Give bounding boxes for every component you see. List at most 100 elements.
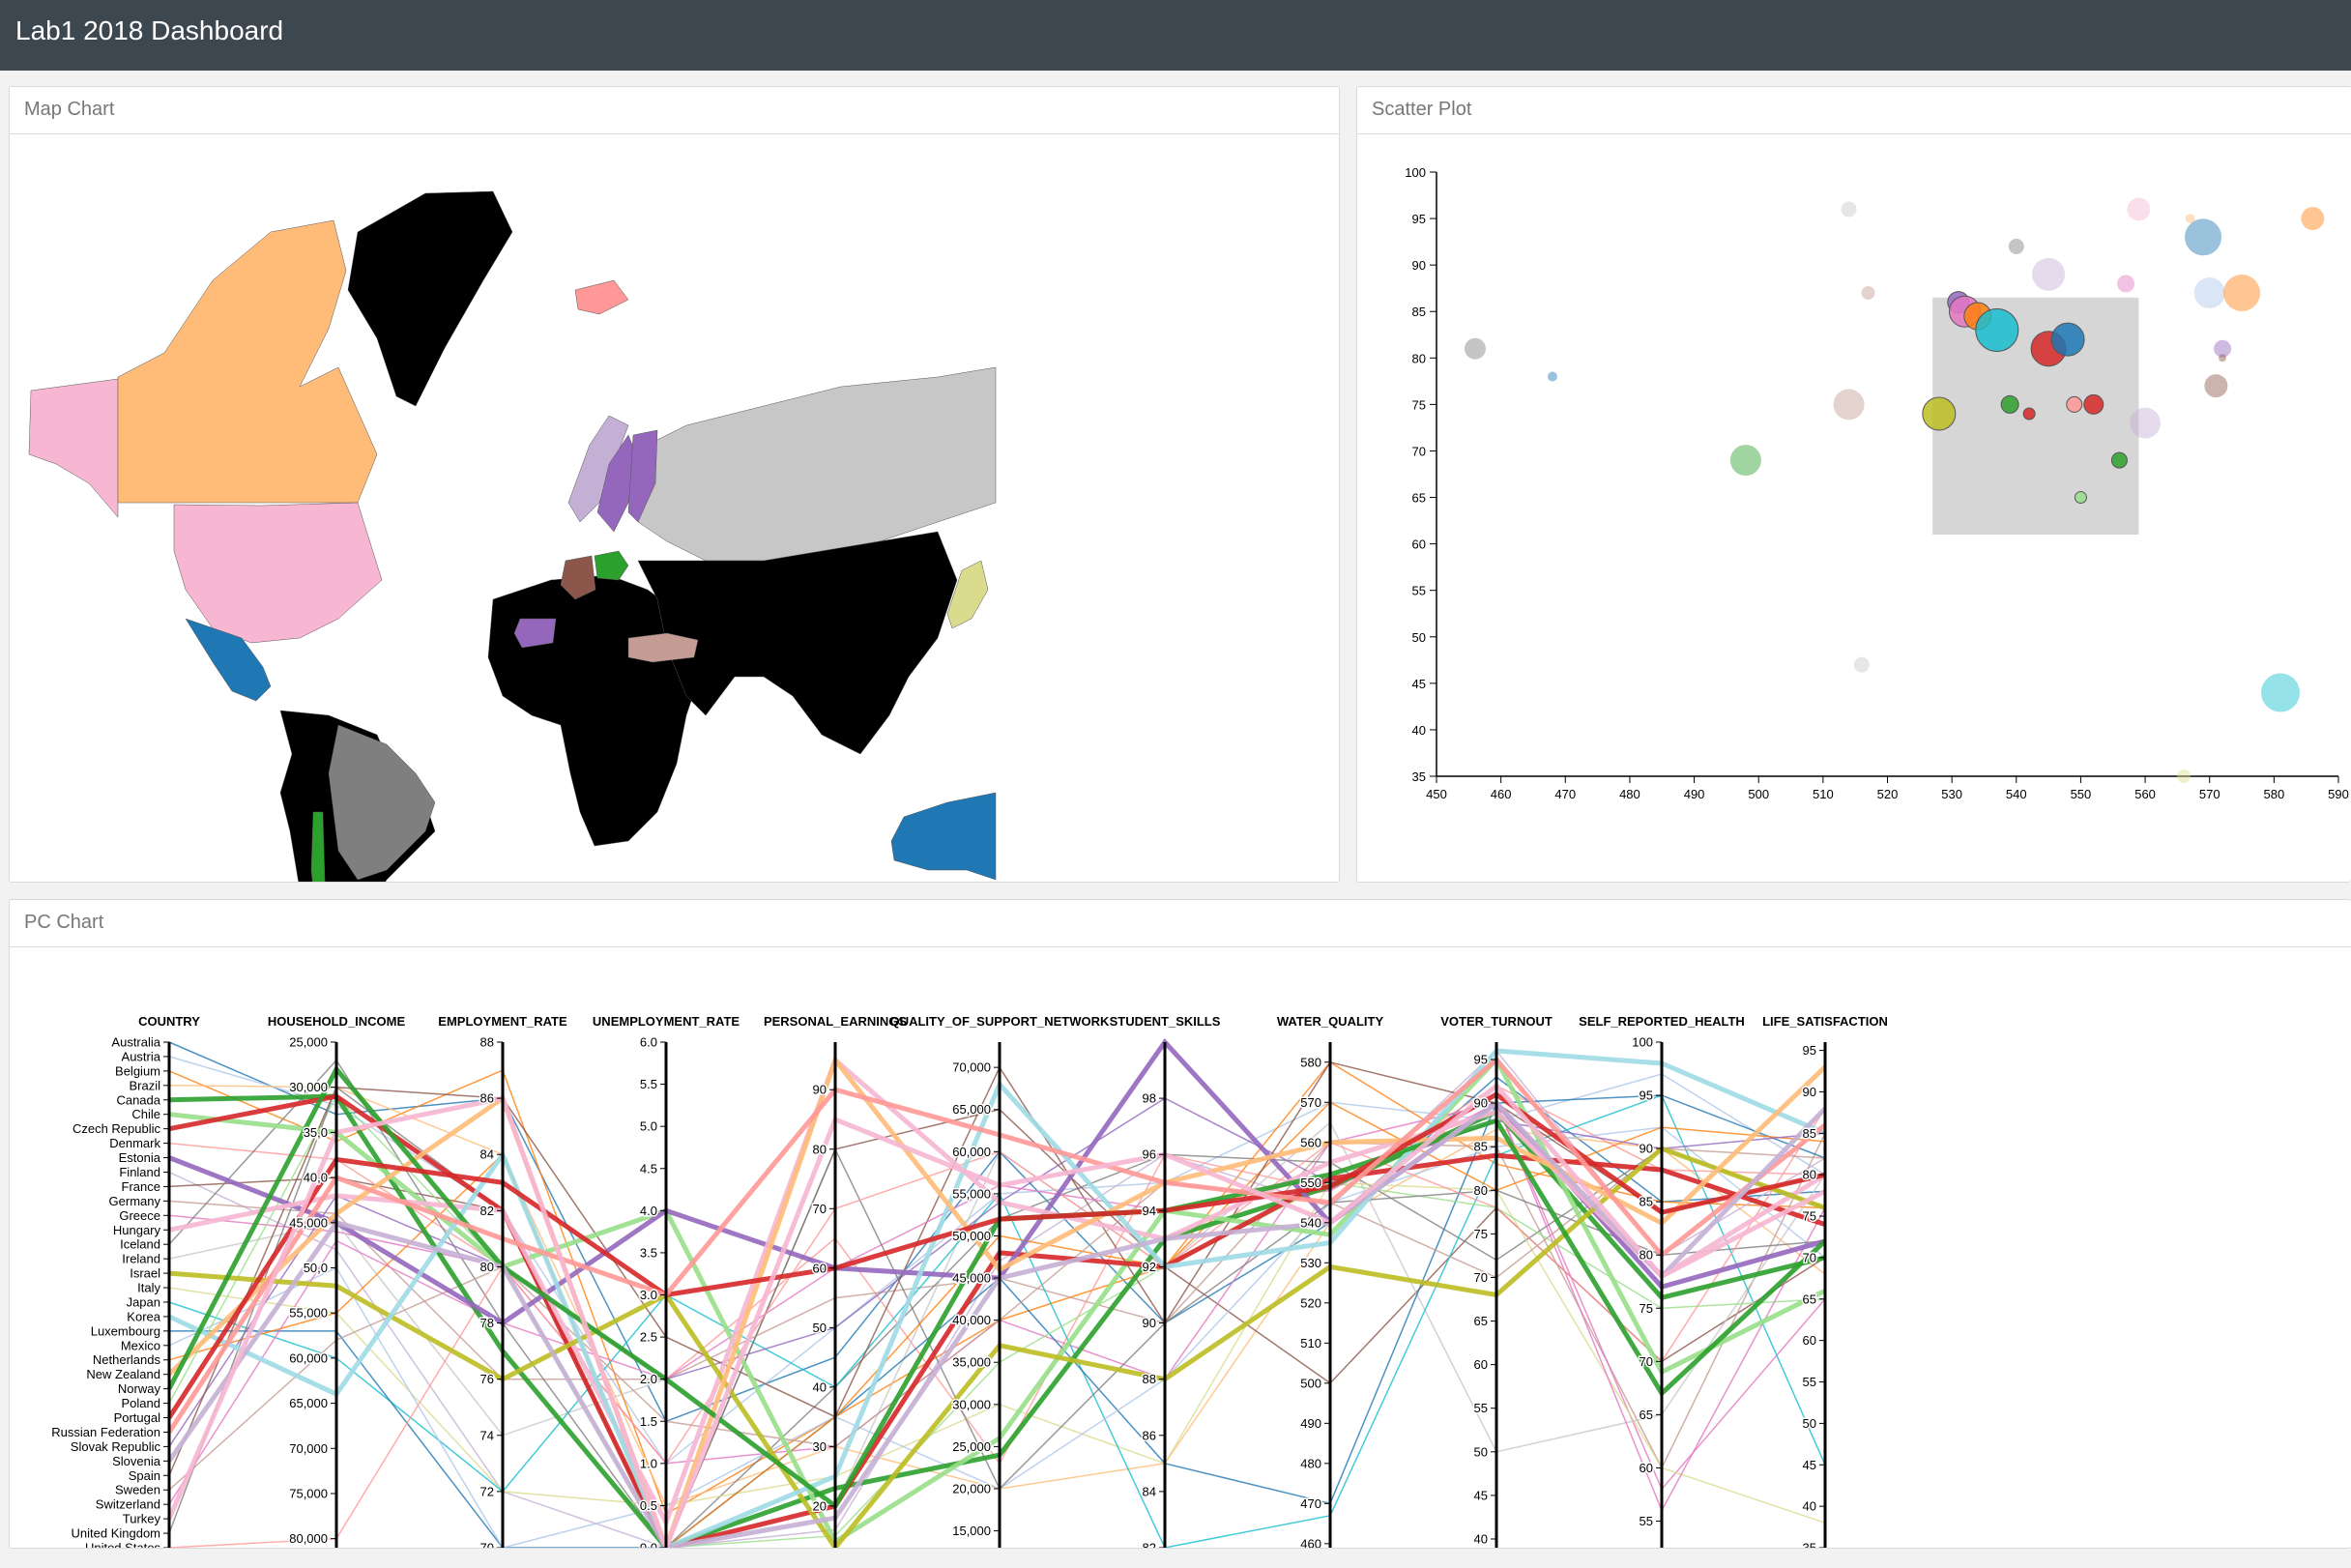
map-region-canada[interactable] xyxy=(117,219,378,504)
pc-tick-label: 96 xyxy=(1143,1147,1156,1162)
map-region-finland[interactable] xyxy=(627,429,658,523)
app-title[interactable]: Lab1 2018 Dashboard xyxy=(15,15,284,45)
scatter-point[interactable] xyxy=(2022,407,2036,421)
pc-tick-label: 82 xyxy=(480,1204,494,1218)
pc-axis[interactable]: EMPLOYMENT_RATE 70 72 74 76 78 80 82 84 86 88 xyxy=(438,1014,567,1549)
scatter-point[interactable] xyxy=(2000,394,2019,414)
pc-tick-label: 82 xyxy=(1143,1541,1156,1550)
scatter-point[interactable] xyxy=(2185,214,2195,224)
pc-tick-label: Italy xyxy=(137,1281,160,1295)
scatter-point[interactable] xyxy=(2177,769,2191,783)
pc-axis[interactable]: PERSONAL_EARNINGS 20 30 40 50 60 70 80 90 xyxy=(764,1014,907,1548)
scatter-point[interactable] xyxy=(2110,451,2128,469)
pc-axis[interactable]: WATER_QUALITY 460 470 480 490 500 510 520 530 540… xyxy=(1277,1014,1384,1549)
pc-axis[interactable]: HOUSEHOLD_INCOME 25,000 30,000 35,0 40,0 45,0… xyxy=(268,1014,406,1548)
pc-tick-label: 70,000 xyxy=(289,1441,328,1456)
scatter-point[interactable] xyxy=(2214,339,2232,358)
pc-tick-label: 65 xyxy=(1474,1314,1488,1328)
scatter-brush-selection[interactable] xyxy=(1932,297,2139,535)
scatter-point[interactable] xyxy=(1547,371,1557,382)
scatter-point[interactable] xyxy=(2032,257,2066,291)
map-region-australia[interactable] xyxy=(890,792,997,881)
scatter-point[interactable] xyxy=(1861,286,1875,300)
scatter-panel-header: Scatter Plot xyxy=(1357,87,2351,134)
pc-axis-title: COUNTRY xyxy=(138,1014,200,1029)
pc-tick-label: Greece xyxy=(119,1208,160,1223)
pc-axis[interactable]: QUALITY_OF_SUPPORT_NETWORK 15,000 20,000 25… xyxy=(890,1014,1110,1548)
pc-tick-label: 85 xyxy=(1640,1195,1653,1209)
scatter-point[interactable] xyxy=(1464,337,1486,360)
scatter-x-tick-label: 500 xyxy=(1748,787,1769,801)
pc-tick-label: 490 xyxy=(1300,1416,1321,1431)
scatter-point[interactable] xyxy=(1841,201,1857,218)
pc-axis[interactable]: COUNTRY AustraliaAustriaBelgiumBrazilCana… xyxy=(51,1014,200,1549)
scatter-point[interactable] xyxy=(2066,395,2083,413)
pc-tick-label: 70,000 xyxy=(952,1060,991,1075)
map-region-chile[interactable] xyxy=(310,811,334,883)
scatter-point[interactable] xyxy=(2083,393,2104,415)
scatter-point[interactable] xyxy=(1853,656,1870,673)
scatter-point[interactable] xyxy=(2204,374,2228,398)
scatter-point[interactable] xyxy=(2185,218,2222,256)
scatter-points xyxy=(1464,197,2325,783)
map-region-alaska[interactable] xyxy=(28,378,119,518)
pc-tick-label: Chile xyxy=(131,1107,160,1121)
pc-tick-label: Luxembourg xyxy=(91,1323,160,1338)
map-region-turkey[interactable] xyxy=(627,632,699,663)
map-region-russia[interactable] xyxy=(627,366,997,562)
scatter-point[interactable] xyxy=(1729,445,1761,477)
map-region-mexico[interactable] xyxy=(185,618,272,702)
parallel-coordinates-chart[interactable]: COUNTRY AustraliaAustriaBelgiumBrazilCana… xyxy=(10,948,2351,1549)
scatter-point[interactable] xyxy=(2223,275,2261,311)
pc-tick-label: 55 xyxy=(1640,1514,1653,1528)
scatter-point[interactable] xyxy=(2130,407,2162,439)
pc-tick-label: 55 xyxy=(1474,1401,1488,1415)
map-region-usa[interactable] xyxy=(173,502,383,644)
map-region-poland[interactable] xyxy=(594,550,629,581)
pc-tick-label: 50 xyxy=(1474,1444,1488,1459)
scatter-x-tick-label: 450 xyxy=(1426,787,1447,801)
scatter-point[interactable] xyxy=(2193,277,2225,308)
pc-lines xyxy=(166,1038,1827,1548)
map-region-greenland[interactable] xyxy=(347,190,513,407)
scatter-point[interactable] xyxy=(2301,207,2325,231)
map-region-japan[interactable] xyxy=(946,560,989,629)
pc-axis[interactable]: VOTER_TURNOUT 40 45 50 55 60 65 70 75 80 85 90 95 xyxy=(1440,1014,1553,1548)
scatter-point[interactable] xyxy=(2219,354,2227,363)
map-region-brazil[interactable] xyxy=(328,724,436,881)
pc-tick-label: 500 xyxy=(1300,1376,1321,1390)
world-map[interactable] xyxy=(10,135,1340,883)
pc-tick-label: 40 xyxy=(1474,1531,1488,1546)
scatter-point[interactable] xyxy=(2127,197,2151,221)
scatter-point[interactable] xyxy=(2008,238,2024,254)
pc-tick-label: 1.5 xyxy=(640,1414,657,1429)
map-region-asia[interactable] xyxy=(637,531,958,755)
map-land[interactable] xyxy=(28,190,997,883)
scatter-point[interactable] xyxy=(2050,322,2085,357)
scatter-y-tick-label: 90 xyxy=(1412,258,1426,273)
pc-tick-label: 40 xyxy=(1803,1499,1816,1514)
scatter-point[interactable] xyxy=(1975,307,2019,352)
pc-line[interactable] xyxy=(168,1108,1826,1548)
scatter-point[interactable] xyxy=(2261,673,2301,712)
map-region-germany[interactable] xyxy=(560,555,596,600)
pc-tick-label: 55,000 xyxy=(952,1186,991,1201)
pc-axis[interactable]: LIFE_SATISFACTION 35 40 45 50 55 60 65 70 75 80 85 9… xyxy=(1762,1014,1888,1549)
map-region-iceland[interactable] xyxy=(574,279,629,315)
pc-axis[interactable]: STUDENT_SKILLS 82 84 86 88 90 92 94 96 98 xyxy=(1110,1014,1221,1549)
scatter-y-tick-label: 50 xyxy=(1412,630,1426,645)
pc-tick-label: 90 xyxy=(1143,1316,1156,1330)
map-region-spain[interactable] xyxy=(513,618,557,649)
scatter-point[interactable] xyxy=(1922,396,1957,431)
scatter-point[interactable] xyxy=(2117,275,2135,293)
pc-axis[interactable]: SELF_REPORTED_HEALTH 55 60 65 70 75 80 85 90 95 10… xyxy=(1579,1014,1745,1548)
pc-tick-label: Poland xyxy=(122,1396,160,1410)
pc-axis[interactable]: UNEMPLOYMENT_RATE 0.0 0.5 1.0 1.5 2.0 2.5 3.0 3.… xyxy=(593,1014,740,1549)
scatter-point[interactable] xyxy=(2074,491,2087,505)
scatter-plot[interactable]: 35 40 45 50 55 60 65 70 75 80 85 90 95 100 450 460 470 48… xyxy=(1357,135,2351,883)
pc-line[interactable] xyxy=(168,1181,1826,1524)
scatter-y-tick-label: 100 xyxy=(1405,165,1426,180)
scatter-point[interactable] xyxy=(1833,389,1865,421)
map-region-norway[interactable] xyxy=(567,415,629,523)
pc-tick-label: 60 xyxy=(1474,1357,1488,1372)
